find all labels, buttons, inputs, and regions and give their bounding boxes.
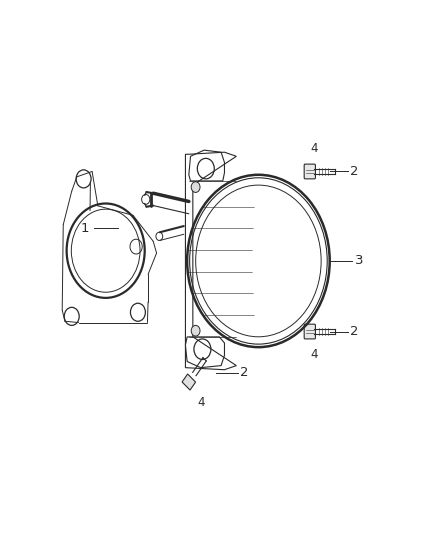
Text: 1: 1 — [80, 222, 88, 235]
Text: 4: 4 — [311, 142, 318, 156]
Text: 3: 3 — [355, 254, 364, 268]
Text: 2: 2 — [240, 366, 248, 379]
Circle shape — [191, 182, 200, 192]
FancyBboxPatch shape — [304, 324, 315, 339]
Circle shape — [191, 325, 200, 336]
FancyBboxPatch shape — [304, 164, 315, 179]
Text: 2: 2 — [350, 165, 359, 178]
Text: 4: 4 — [311, 348, 318, 361]
Polygon shape — [182, 374, 196, 390]
Text: 2: 2 — [350, 325, 359, 338]
Text: 4: 4 — [198, 396, 205, 409]
